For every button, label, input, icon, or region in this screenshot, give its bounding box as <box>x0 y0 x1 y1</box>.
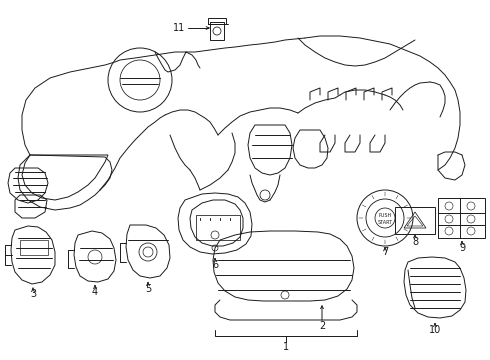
Bar <box>20 240 48 255</box>
Bar <box>208 18 226 24</box>
Text: 6: 6 <box>212 260 218 270</box>
Bar <box>196 215 240 240</box>
Bar <box>395 207 435 234</box>
Bar <box>438 198 485 238</box>
Text: 11: 11 <box>173 23 185 33</box>
Text: 2: 2 <box>319 321 325 331</box>
Text: PUSH: PUSH <box>378 212 392 217</box>
Bar <box>210 22 224 40</box>
Text: 5: 5 <box>145 284 151 294</box>
Text: 1: 1 <box>283 342 289 352</box>
Text: 4: 4 <box>92 287 98 297</box>
Text: 7: 7 <box>382 247 388 257</box>
Text: 9: 9 <box>459 243 465 253</box>
Text: 10: 10 <box>429 325 441 335</box>
Text: START: START <box>377 220 392 225</box>
Text: 8: 8 <box>412 237 418 247</box>
Text: 3: 3 <box>30 289 36 299</box>
